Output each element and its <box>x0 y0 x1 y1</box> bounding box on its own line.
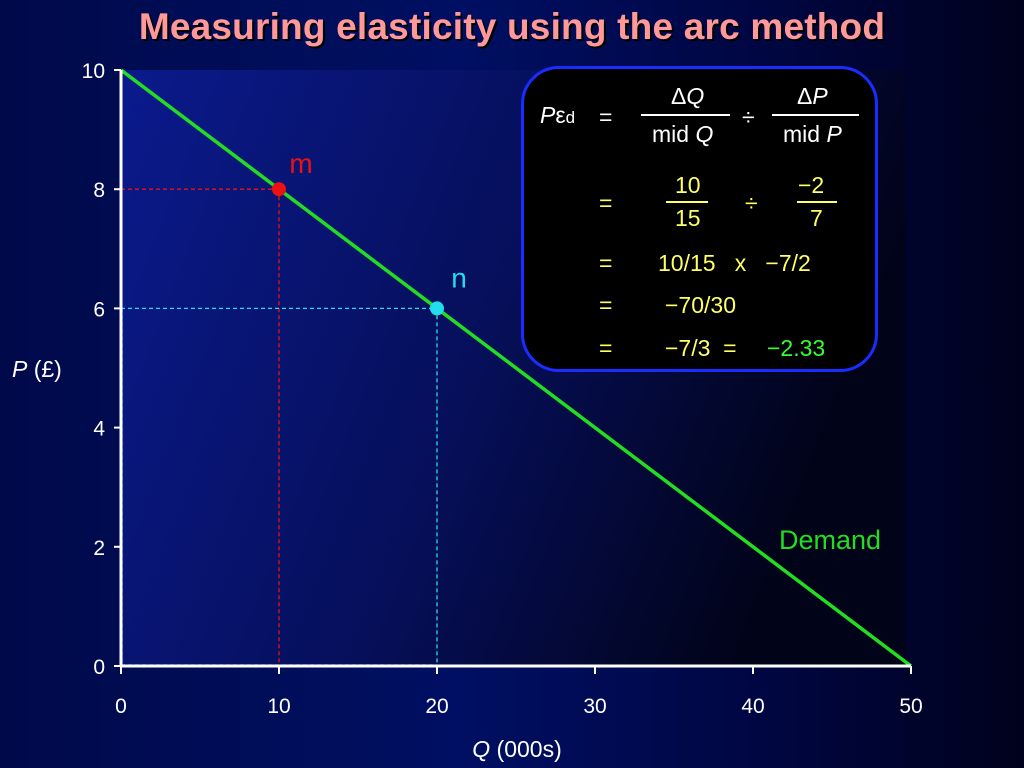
y-tick-label: 8 <box>93 179 105 202</box>
x-tick-label: 20 <box>425 695 448 718</box>
row1-divide: ÷ <box>742 104 755 130</box>
point-label-n: n <box>451 262 467 293</box>
mid-p-denominator: mid P <box>783 121 842 148</box>
x-tick-label: 30 <box>583 695 606 718</box>
point-label-m: m <box>289 148 312 179</box>
row1-equals: = <box>599 104 613 130</box>
demand-label: Demand <box>779 525 881 555</box>
row4-value: −70/30 <box>665 292 736 318</box>
row2-fraction-line-1 <box>666 201 708 203</box>
mid-q-denominator: mid Q <box>652 121 713 148</box>
row4-equals: = <box>599 292 613 318</box>
x-axis-unit: (000s) <box>490 736 562 762</box>
row2-fraction-line-2 <box>797 201 837 203</box>
row5-fraction: −7/3 = <box>665 335 737 361</box>
mid-q-text: mid <box>652 121 696 147</box>
y-tick-label: 6 <box>93 298 105 321</box>
fraction-line-2 <box>772 114 859 116</box>
point-n <box>430 301 444 316</box>
row2-divide: ÷ <box>745 190 758 216</box>
delta-symbol: Δ <box>671 83 687 109</box>
y-tick-label: 2 <box>93 537 105 560</box>
row2-den1: 15 <box>675 205 701 231</box>
formula-lhs: Pεd <box>540 102 575 129</box>
point-m <box>272 182 286 197</box>
fraction-line-1 <box>641 114 730 116</box>
x-tick-label: 10 <box>267 695 290 718</box>
row5-equals: = <box>599 335 613 361</box>
y-tick-label: 10 <box>82 60 105 83</box>
row2-num2: −2 <box>798 172 825 198</box>
y-axis-unit: (£) <box>27 356 62 382</box>
y-tick-label: 0 <box>93 656 105 679</box>
x-tick-label: 50 <box>899 695 922 718</box>
delta-p-var: P <box>812 83 828 109</box>
mid-q-var: Q <box>695 121 714 147</box>
delta-q-var: Q <box>686 83 705 109</box>
mid-p-var: P <box>826 121 842 147</box>
y-axis-var: P <box>12 356 28 382</box>
row3-product: 10/15 x −7/2 <box>658 250 811 276</box>
y-axis-label: P (£) <box>12 356 62 382</box>
row2-den2: 7 <box>810 205 823 231</box>
row2-equals: = <box>599 190 613 216</box>
delta-p-numerator: ΔP <box>797 83 828 110</box>
elasticity-result: −2.33 <box>767 335 826 361</box>
mid-p-text: mid <box>783 121 827 147</box>
slide-title: Measuring elasticity using the arc metho… <box>138 6 886 47</box>
x-axis-label: Q (000s) <box>472 736 561 762</box>
x-axis-var: Q <box>472 736 490 762</box>
y-tick-label: 4 <box>93 418 105 441</box>
lhs-price-symbol: P <box>540 102 556 128</box>
demand-line <box>119 68 913 668</box>
x-tick-label: 0 <box>115 695 127 718</box>
row3-equals: = <box>599 250 613 276</box>
elasticity-formula-panel <box>521 66 878 372</box>
lhs-subscript: d <box>565 108 576 127</box>
x-tick-label: 40 <box>741 695 764 718</box>
row2-num1: 10 <box>675 172 701 198</box>
delta-symbol: Δ <box>797 83 813 109</box>
lhs-epsilon-symbol: ε <box>555 102 566 128</box>
delta-q-numerator: ΔQ <box>671 83 704 110</box>
